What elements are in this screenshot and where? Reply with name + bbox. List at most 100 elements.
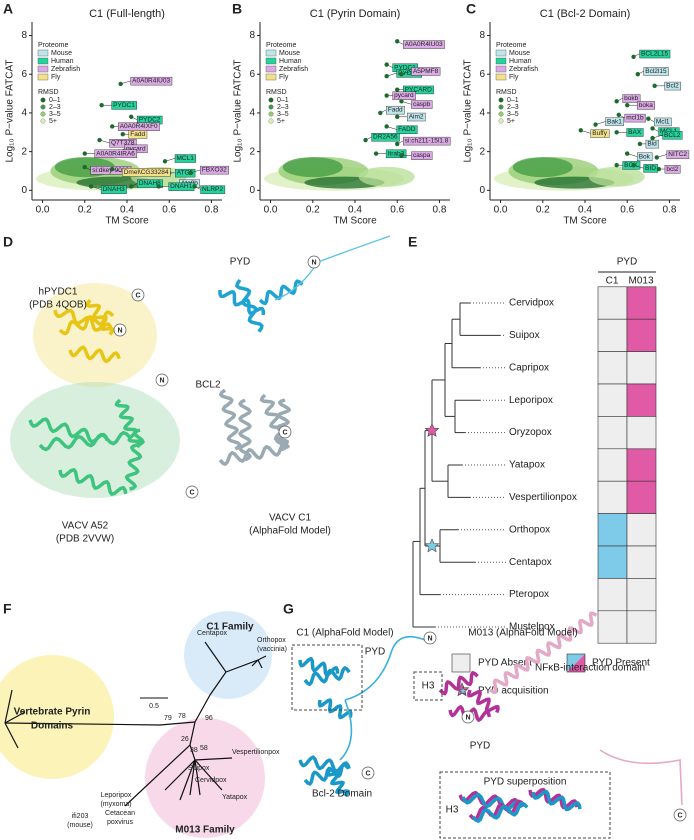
family-region — [184, 611, 272, 699]
point-label: Bok — [639, 153, 651, 160]
helix — [85, 299, 115, 336]
domain-label: PYD — [470, 741, 491, 752]
cell — [626, 480, 657, 514]
point-label: bokb — [624, 95, 638, 102]
cell — [626, 545, 657, 579]
cell — [597, 318, 628, 352]
panel-letter: C — [466, 1, 476, 17]
cell — [626, 286, 657, 320]
tree-branch — [4, 711, 26, 724]
legend-swatch — [495, 65, 507, 73]
label-box — [403, 85, 434, 95]
point — [395, 114, 400, 120]
loop — [339, 635, 426, 761]
point-label: si:ch211-15l1.8 — [405, 138, 449, 145]
star — [458, 686, 468, 695]
leaf-label: Centapox — [197, 630, 227, 637]
helix — [124, 428, 145, 491]
helix — [218, 388, 242, 451]
point-cloud — [588, 166, 645, 187]
leaf-label: Yatapox — [222, 794, 248, 801]
point-label: PYDC2 — [139, 117, 161, 124]
helix — [468, 799, 526, 821]
label-box — [626, 128, 644, 137]
support-value: 58 — [200, 745, 208, 752]
terminus-marker — [361, 766, 375, 780]
label-box — [200, 185, 226, 194]
legend-swatch — [40, 111, 46, 117]
legend-label: 5+ — [277, 118, 285, 125]
label-box — [666, 150, 690, 159]
taxon-label: Centapox — [509, 557, 552, 568]
chart-title: C1 (Bcl-2 Domain) — [540, 8, 630, 20]
y-tick-label: 0 — [479, 185, 485, 196]
tree-branch — [194, 641, 227, 723]
point — [650, 126, 655, 131]
point-cloud — [512, 157, 573, 178]
point-label: DNAH1 — [170, 183, 192, 190]
legend-label: Human — [509, 58, 532, 65]
terminus-label: C — [135, 292, 140, 299]
label-box — [662, 131, 683, 140]
point — [399, 72, 404, 77]
point — [384, 73, 389, 79]
leaf-label: Orthopox — [257, 637, 286, 644]
tree-branch — [194, 759, 201, 796]
tree-branch — [4, 721, 196, 726]
taxon-label: Mustelpox — [509, 622, 555, 633]
point — [578, 128, 583, 133]
label-box — [403, 136, 451, 146]
legend-title: RMSD — [38, 89, 59, 96]
point — [635, 72, 640, 77]
legend-swatch — [37, 57, 49, 65]
legend-swatch — [40, 118, 46, 124]
point — [652, 83, 657, 89]
y-axis-label: Log₁₀ P−value FATCAT — [233, 59, 244, 162]
point-label: BOK — [624, 162, 638, 169]
legend-swatch — [268, 111, 274, 117]
legend-swatch — [37, 73, 49, 81]
family-label: M013 Family — [175, 825, 235, 836]
terminus-label: N — [117, 327, 122, 334]
legend-title: Proteome — [496, 42, 526, 49]
y-tick-label: 8 — [479, 30, 485, 41]
point — [631, 54, 636, 60]
structure-label: M013 (AlphaFold Model) — [468, 628, 578, 639]
cell — [597, 416, 628, 450]
terminus-marker — [113, 323, 127, 337]
taxon-label: Vespertilionpox — [509, 492, 577, 503]
tree-branch — [124, 744, 191, 807]
label-box — [396, 125, 418, 134]
cell — [597, 480, 628, 514]
label-box — [407, 112, 426, 122]
point-label: Bcl2l15 — [645, 68, 667, 75]
taxon-label: Pteropox — [509, 589, 549, 600]
legend-swatch — [498, 118, 504, 124]
label-box — [624, 113, 646, 123]
x-tick-label: 0.8 — [204, 205, 218, 216]
tree-branch — [257, 659, 263, 669]
legend-swatch — [40, 104, 46, 110]
legend-swatch — [498, 104, 504, 110]
point-label: DNAH3 — [103, 186, 125, 193]
point-label: Aim2 — [409, 114, 424, 121]
point-label: A0A0R4IU03 — [132, 78, 170, 85]
label-box — [175, 168, 196, 178]
surface — [33, 283, 157, 387]
point — [156, 184, 161, 189]
tree-branch — [4, 722, 19, 749]
legend-label: 2–3 — [507, 104, 519, 111]
legend-label: Mouse — [51, 50, 72, 57]
y-tick-label: 8 — [21, 30, 27, 41]
label-box — [371, 133, 400, 142]
label-box — [200, 165, 229, 175]
label-box — [122, 168, 171, 177]
legend-swatch — [495, 73, 507, 81]
point-label: mcl1b — [626, 115, 644, 122]
x-tick-label: 0.8 — [432, 205, 446, 216]
terminus-label: C — [365, 770, 370, 777]
point — [378, 110, 383, 116]
panel-letter: A — [3, 1, 13, 17]
legend-swatch — [567, 654, 585, 672]
